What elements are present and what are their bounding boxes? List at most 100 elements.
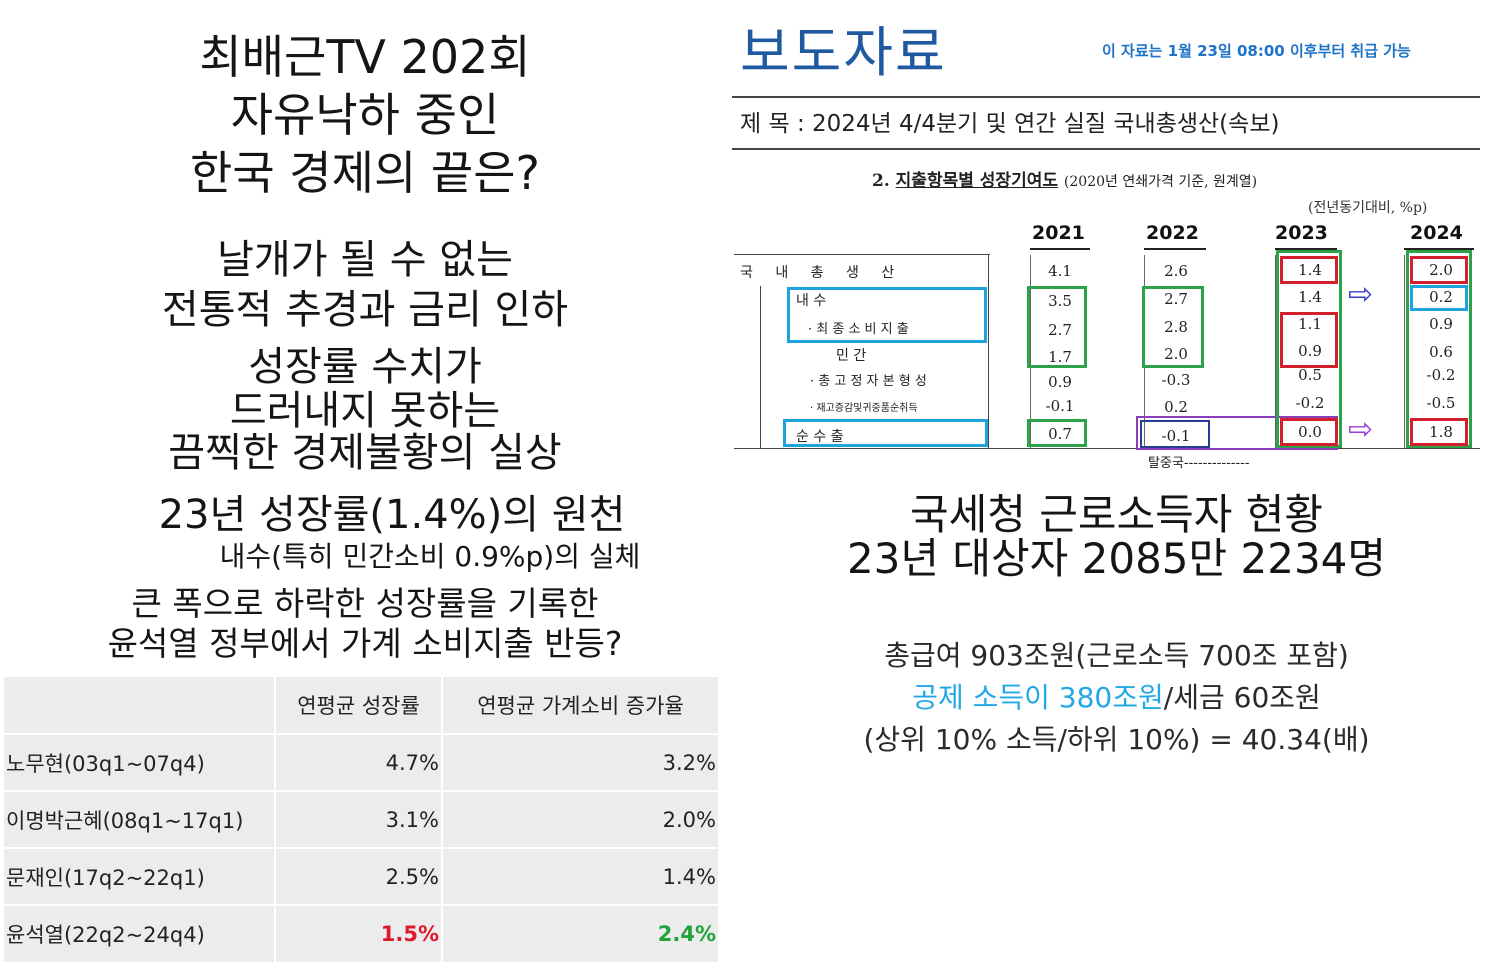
table-row: 이명박근혜(08q1~17q1) 3.1% 2.0%	[4, 790, 720, 848]
value-gfcf-2022: -0.3	[1161, 371, 1191, 389]
row-consumption: 2.0%	[442, 790, 720, 848]
value-private-2021: 1.7	[1048, 348, 1072, 366]
col-divider-2021	[1030, 255, 1031, 448]
value-gfcf-2024: -0.2	[1426, 366, 1456, 384]
col-top-2024	[1404, 248, 1474, 250]
year-2023: 2023	[1275, 222, 1328, 244]
indent-divider	[760, 286, 761, 448]
net-exports-2024-box	[1410, 418, 1468, 446]
value-private-2023: 0.9	[1298, 342, 1322, 360]
divider-top	[732, 96, 1480, 98]
year-2024: 2024	[1410, 222, 1463, 244]
left-panel: 최배근TV 202회 자유낙하 중인 한국 경제의 끝은? 날개가 될 수 없는…	[0, 0, 730, 968]
press-release-title: 보도자료	[740, 21, 947, 84]
net-exports-highlight-box	[783, 419, 988, 447]
label-col-divider	[988, 255, 989, 448]
arrow-right-icon: ⇨	[1348, 412, 1374, 447]
row-label-gdp: 국 내 총 생 산	[740, 265, 904, 281]
table-row: 노무현(03q1~07q4) 4.7% 3.2%	[4, 733, 720, 791]
embargo-notice: 이 자료는 1월 23일 08:00 이후부터 취급 가능	[1102, 42, 1411, 60]
value-final-consumption-2021: 2.7	[1048, 321, 1072, 339]
value-private-2022: 2.0	[1164, 345, 1188, 363]
right-panel: 보도자료 이 자료는 1월 23일 08:00 이후부터 취급 가능 제 목 :…	[730, 0, 1503, 968]
year-2022: 2022	[1146, 222, 1199, 244]
value-domestic-2022: 2.7	[1164, 290, 1188, 308]
col-top-2022	[1144, 248, 1206, 250]
episode-title-line-3: 한국 경제의 끝은?	[190, 146, 540, 200]
table-row: 문재인(17q2~22q1) 2.5% 1.4%	[4, 847, 720, 905]
row-label: 이명박근혜(08q1~17q1)	[4, 790, 276, 848]
value-gdp-2021: 4.1	[1048, 262, 1072, 280]
col-top-2021	[1030, 248, 1090, 250]
value-final-consumption-2023: 1.1	[1298, 315, 1322, 333]
value-net-exports-2023: 0.0	[1298, 423, 1322, 441]
domestic-2024-box	[1410, 285, 1468, 311]
value-domestic-2021: 3.5	[1048, 292, 1072, 310]
value-inventory-2021: -0.1	[1045, 397, 1075, 415]
domestic-highlight-box	[787, 287, 987, 343]
row-label: 문재인(17q2~22q1)	[4, 847, 276, 905]
value-gfcf-2021: 0.9	[1048, 373, 1072, 391]
growth-source-heading: 23년 성장률(1.4%)의 원천	[158, 492, 626, 538]
value-gdp-2023: 1.4	[1298, 261, 1322, 279]
row-label-final-consumption: · 최 종 소 비 지 출	[808, 322, 909, 337]
nts-title-line-1: 국세청 근로소득자 현황	[909, 490, 1324, 539]
subtitle-2-line-1: 성장률 수치가	[248, 344, 482, 390]
table-header-row: 연평균 성장률 연평균 가계소비 증가율	[4, 675, 720, 734]
table-top-line	[734, 254, 990, 255]
domestic-2022-box	[1142, 286, 1204, 368]
row-label-gross-fixed-capital: · 총 고 정 자 본 형 성	[810, 374, 927, 389]
value-gdp-2022: 2.6	[1164, 262, 1188, 280]
col-divider-2024	[1404, 255, 1405, 448]
value-inventory-2022: 0.2	[1164, 398, 1188, 416]
value-net-exports-2024: 1.8	[1429, 423, 1453, 441]
value-net-exports-2021: 0.7	[1048, 425, 1072, 443]
value-private-2024: 0.6	[1429, 343, 1453, 361]
table-unit: (전년동기대비, %p)	[1308, 200, 1428, 216]
growth-source-detail: 내수(특히 민간소비 0.9%p)의 실체	[219, 540, 641, 573]
nts-title-line-2: 23년 대상자 2085만 2234명	[846, 534, 1387, 583]
domestic-2021-box	[1027, 286, 1087, 368]
row-consumption: 1.4%	[442, 847, 720, 905]
row-label-inventory: · 재고증감및귀중품순취득	[810, 403, 918, 414]
section-title: 지출항목별 성장기여도	[895, 171, 1058, 191]
episode-title-line-1: 최배근TV 202회	[199, 30, 531, 84]
row-growth: 4.7%	[275, 733, 443, 791]
deduction-highlight: 공제 소득이 380조원	[912, 681, 1164, 714]
table-bottom-line	[734, 448, 1480, 449]
col-2023-box	[1276, 250, 1342, 448]
value-final-consumption-2022: 2.8	[1164, 318, 1188, 336]
gdp-2023-box	[1280, 256, 1338, 284]
total-wage-line: 총급여 903조원(근로소득 700조 포함)	[884, 639, 1349, 672]
episode-title-line-2: 자유낙하 중인	[230, 88, 500, 142]
net-exports-2023-box	[1280, 418, 1338, 446]
col-top-2023	[1275, 248, 1337, 250]
row-consumption-highlight: 2.4%	[657, 922, 716, 946]
row-label-net-exports: 순 수 출	[796, 429, 844, 445]
row-growth: 3.1%	[275, 790, 443, 848]
row-consumption: 3.2%	[442, 733, 720, 791]
row-label-private: 민 간	[836, 348, 867, 364]
value-gfcf-2023: 0.5	[1298, 366, 1322, 384]
question-line-2: 윤석열 정부에서 가계 소비지출 반등?	[107, 624, 623, 663]
col-2024-box	[1406, 250, 1472, 448]
row-label: 윤석열(22q2~24q4)	[4, 904, 276, 962]
table-header-growth: 연평균 성장률	[275, 675, 443, 734]
value-inventory-2023: -0.2	[1295, 394, 1325, 412]
consumption-2023-box	[1280, 312, 1338, 368]
arrow-right-icon: ⇨	[1348, 277, 1374, 312]
row-growth: 2.5%	[275, 847, 443, 905]
subtitle-1-line-1: 날개가 될 수 없는	[217, 237, 513, 283]
section-heading: 2. 지출항목별 성장기여도 (2020년 연쇄가격 기준, 원계열)	[872, 166, 1257, 191]
decoupling-annotation: 탈중국--------------	[1148, 456, 1250, 471]
government-growth-table: 연평균 성장률 연평균 가계소비 증가율 노무현(03q1~07q4) 4.7%…	[4, 675, 720, 962]
section-note: (2020년 연쇄가격 기준, 원계열)	[1063, 174, 1258, 190]
net-exports-2021-box	[1027, 419, 1087, 447]
table-header-consumption: 연평균 가계소비 증가율	[442, 675, 720, 734]
question-line-1: 큰 폭으로 하락한 성장률을 기록한	[131, 584, 599, 623]
row-label-domestic: 내 수	[796, 293, 827, 309]
value-domestic-2023: 1.4	[1298, 288, 1322, 306]
row-growth-highlight: 1.5%	[380, 922, 439, 946]
divider-bottom	[732, 148, 1480, 150]
release-subject: 제 목 : 2024년 4/4분기 및 연간 실질 국내총생산(속보)	[740, 111, 1280, 137]
